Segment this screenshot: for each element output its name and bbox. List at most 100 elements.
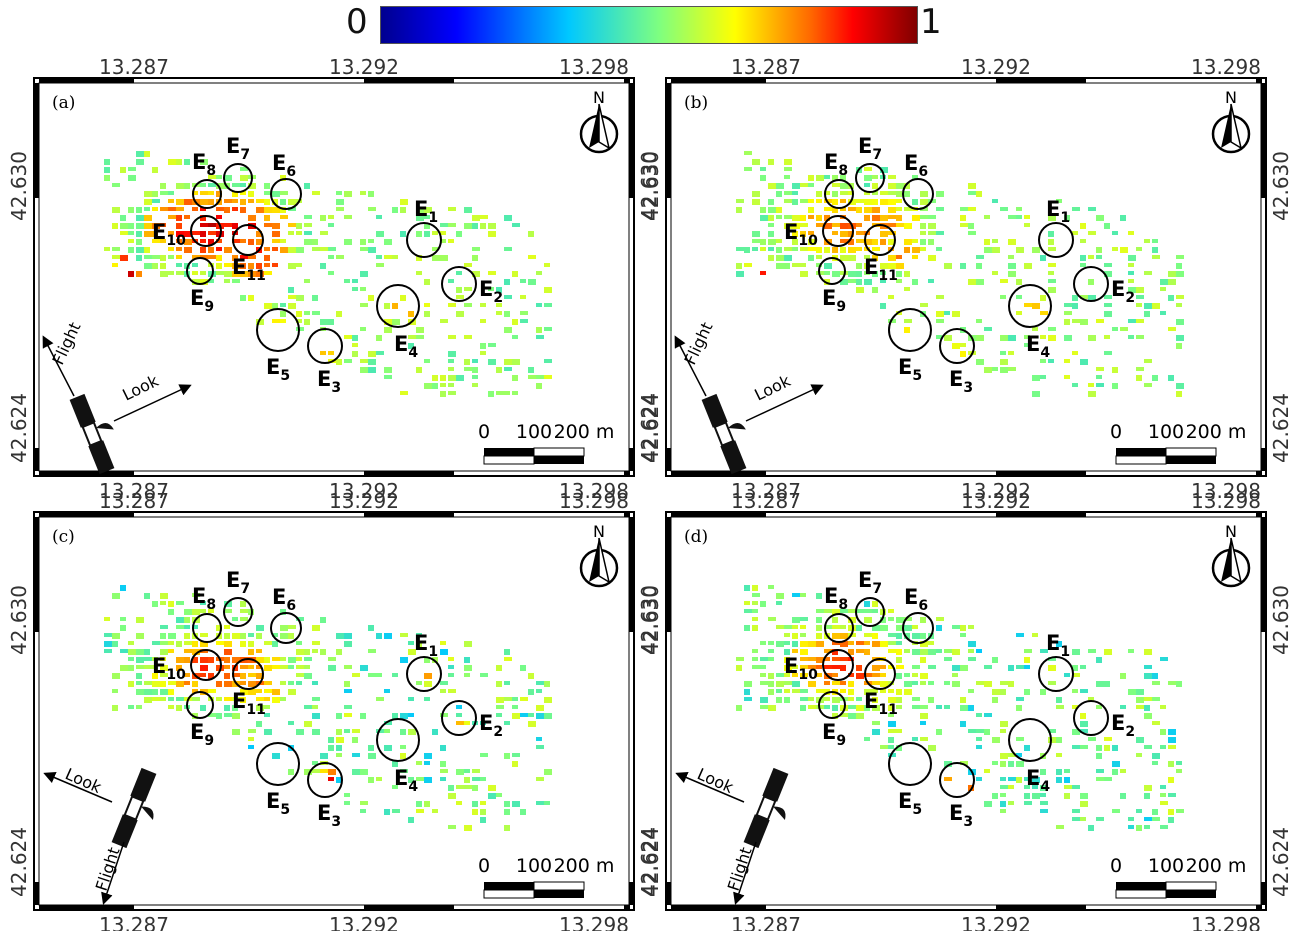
- event-label: E9: [190, 720, 214, 749]
- deformation-pixel: [464, 665, 472, 671]
- deformation-pixel: [800, 215, 806, 221]
- deformation-pixel: [536, 713, 544, 719]
- deformation-pixel: [144, 215, 152, 221]
- deformation-pixel: [752, 657, 758, 661]
- deformation-pixel: [848, 247, 856, 253]
- deformation-pixel: [152, 207, 158, 211]
- deformation-pixel: [232, 617, 238, 621]
- deformation-pixel: [392, 319, 400, 325]
- lat-tick-label-left: 42.630: [7, 585, 31, 655]
- deformation-pixel: [800, 271, 808, 277]
- deformation-pixel: [376, 231, 384, 237]
- deformation-pixel: [528, 279, 536, 285]
- deformation-pixels: [104, 151, 552, 397]
- deformation-pixel: [168, 689, 174, 695]
- deformation-pixel: [944, 777, 952, 781]
- deformation-pixel: [408, 641, 414, 645]
- deformation-pixel: [176, 239, 182, 243]
- deformation-pixel: [920, 239, 926, 245]
- deformation-pixel: [192, 649, 200, 655]
- deformation-pixel: [1112, 231, 1118, 235]
- deformation-pixel: [800, 625, 806, 629]
- lon-tick-label-top: 13.292: [329, 489, 399, 513]
- deformation-pixel: [1032, 777, 1040, 783]
- deformation-pixel: [896, 199, 902, 203]
- deformation-pixel: [280, 175, 286, 181]
- frame-bar-left: [666, 517, 671, 632]
- deformation-pixel: [240, 191, 246, 195]
- deformation-pixel: [448, 375, 456, 381]
- deformation-pixel: [280, 657, 286, 661]
- deformation-pixel: [800, 231, 806, 237]
- lon-tick-label-top: 13.292: [329, 55, 399, 79]
- deformation-pixel: [128, 247, 134, 253]
- deformation-pixel: [528, 721, 536, 727]
- deformation-pixel: [776, 601, 782, 605]
- deformation-pixel: [344, 279, 350, 283]
- deformation-pixel: [792, 247, 798, 251]
- deformation-pixel: [520, 665, 526, 671]
- deformation-pixel: [744, 247, 750, 253]
- deformation-pixel: [352, 335, 358, 341]
- deformation-pixel: [272, 239, 280, 243]
- deformation-pixel: [760, 673, 766, 677]
- deformation-pixel: [520, 311, 528, 315]
- deformation-pixel: [336, 737, 344, 743]
- deformation-pixel: [960, 351, 966, 357]
- deformation-pixel: [160, 657, 166, 661]
- deformation-pixel: [152, 673, 158, 679]
- deformation-pixel: [1048, 657, 1056, 661]
- event-circle: [376, 718, 420, 762]
- deformation-pixel: [1080, 359, 1088, 365]
- deformation-pixel: [776, 239, 782, 243]
- deformation-pixel: [760, 697, 768, 703]
- deformation-pixel: [776, 183, 784, 189]
- event-circle: [1038, 222, 1074, 258]
- deformation-pixel: [264, 657, 270, 663]
- deformation-pixel: [312, 697, 320, 701]
- lat-tick-label-left: 42.630: [639, 151, 663, 221]
- deformation-pixel: [976, 319, 982, 323]
- deformation-pixel: [544, 263, 550, 267]
- deformation-pixel: [360, 327, 366, 331]
- deformation-pixel: [280, 191, 288, 195]
- deformation-pixel: [1144, 359, 1152, 363]
- deformation-pixel: [152, 191, 158, 197]
- deformation-pixel: [240, 199, 246, 205]
- event-circle: [1008, 284, 1052, 328]
- deformation-pixel: [192, 689, 198, 693]
- deformation-pixel: [840, 239, 848, 243]
- deformation-pixel: [128, 175, 136, 181]
- deformation-pixel: [1056, 777, 1062, 783]
- deformation-pixel: [224, 223, 232, 227]
- deformation-pixel: [968, 279, 976, 285]
- deformation-pixel: [1072, 207, 1080, 211]
- deformation-pixel: [896, 705, 902, 709]
- deformation-pixel: [920, 223, 926, 229]
- deformation-pixel: [472, 809, 478, 815]
- deformation-pixel: [744, 585, 750, 591]
- deformation-pixel: [1024, 343, 1030, 347]
- deformation-pixel: [888, 231, 896, 235]
- deformation-pixel: [1000, 359, 1008, 365]
- event-circle: [441, 700, 477, 736]
- deformation-pixel: [808, 231, 814, 235]
- deformation-pixel: [464, 641, 472, 647]
- deformation-pixel: [744, 263, 752, 267]
- deformation-pixel: [960, 215, 966, 221]
- deformation-pixel: [800, 247, 808, 251]
- deformation-pixel: [256, 705, 264, 711]
- deformation-pixel: [1000, 367, 1008, 373]
- lon-tick-label-top: 13.287: [99, 55, 169, 79]
- deformation-pixel: [424, 657, 430, 663]
- deformation-pixel: [264, 697, 270, 701]
- deformation-pixel: [488, 343, 496, 347]
- deformation-pixel: [544, 713, 552, 719]
- deformation-pixel: [848, 271, 856, 277]
- deformation-pixel: [744, 609, 752, 613]
- deformation-pixel: [528, 689, 534, 695]
- deformation-pixel: [448, 793, 456, 799]
- deformation-pixel: [1016, 697, 1024, 701]
- deformation-pixel: [856, 705, 864, 711]
- event-circle: [192, 613, 222, 643]
